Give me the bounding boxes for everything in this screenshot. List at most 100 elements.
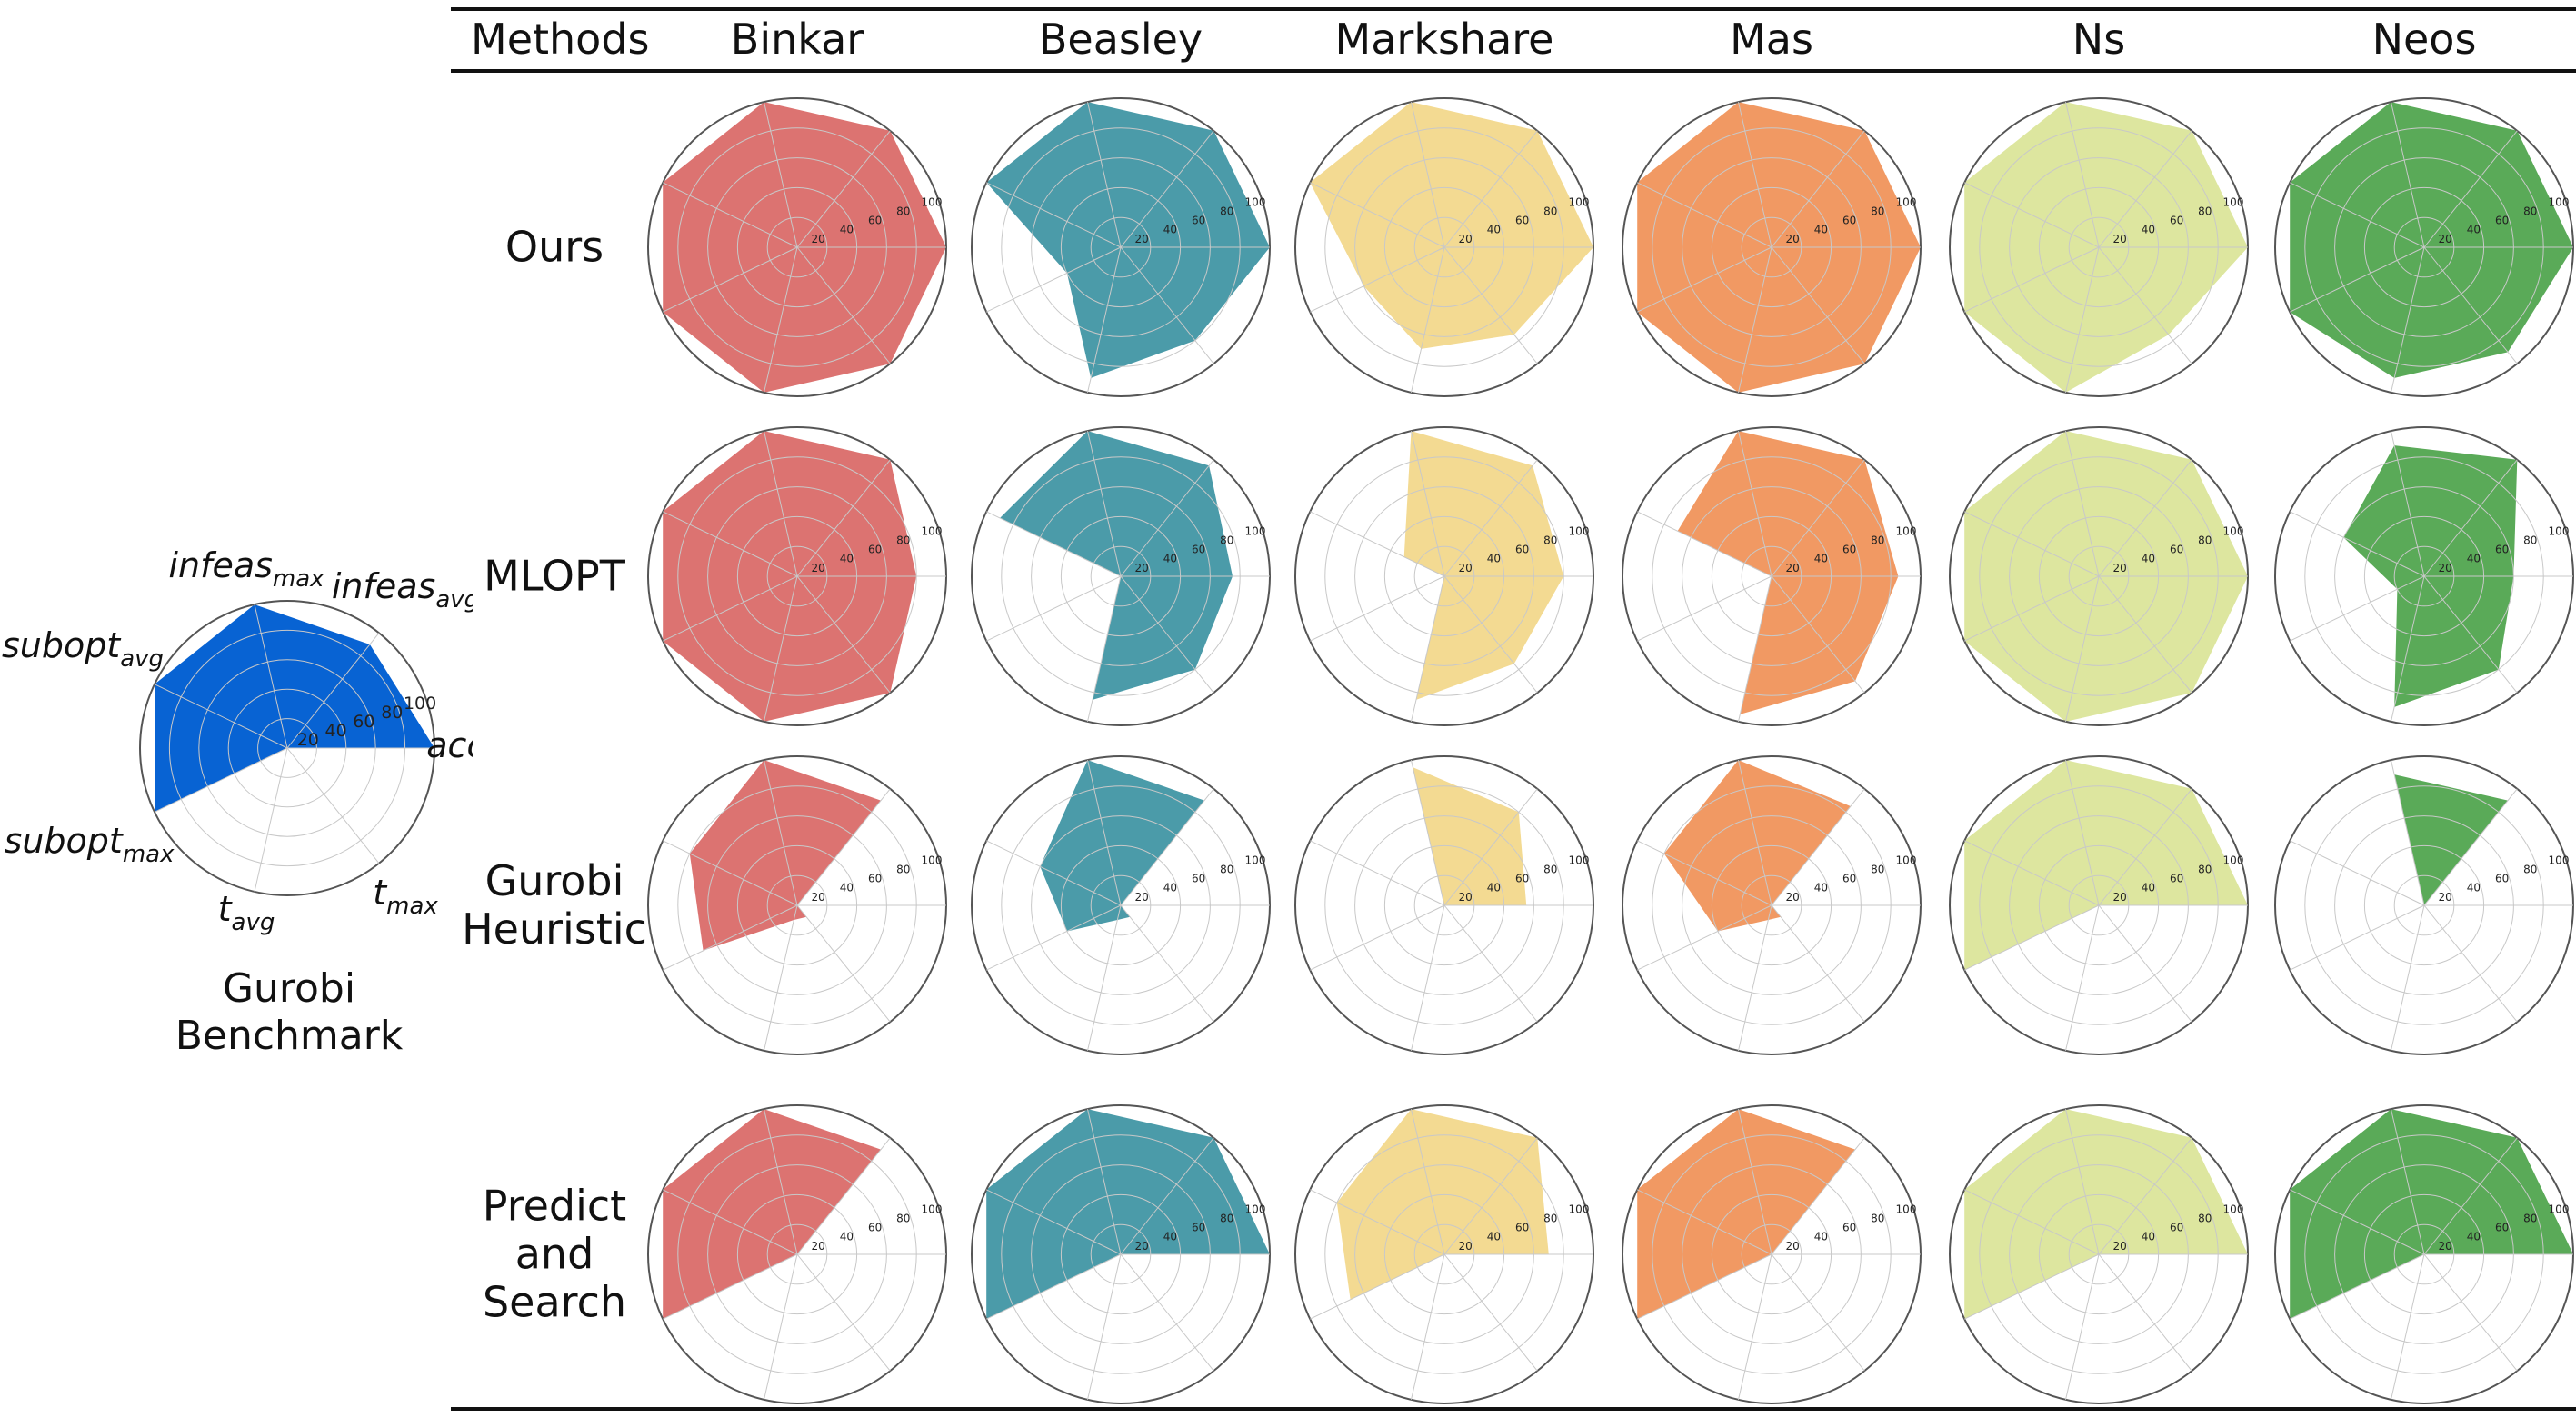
radar-spoke (2065, 759, 2100, 906)
radar-polygon (1677, 431, 1899, 714)
column-header-binkar: Binkar (730, 15, 864, 64)
radar-tick-label: 40 (1814, 553, 1828, 565)
radar-spoke (764, 1253, 798, 1401)
radar-tick-label: 40 (2467, 1231, 2481, 1243)
radar-tick-label: 20 (812, 233, 825, 245)
column-header-markshare: Markshare (1334, 15, 1554, 64)
radar-tick-label: 40 (840, 882, 854, 894)
benchmark-axis-label-base: t (218, 889, 234, 929)
radar-tick-label: 20 (2439, 891, 2452, 904)
radar-mlopt-mas: 20 40 60 80 100 (1622, 426, 1922, 726)
radar-spoke (1309, 1253, 1445, 1320)
radar-tick-label: 60 (2495, 544, 2509, 556)
radar-spoke (1087, 904, 1122, 1052)
benchmark-axis-label: infeasmax (168, 545, 324, 593)
radar-spoke (1963, 575, 2100, 642)
radar-spoke (2391, 246, 2425, 394)
radar-tick-label: 60 (1842, 1222, 1856, 1234)
benchmark-axis-label-base: subopt (2, 625, 122, 665)
radar-spoke (2065, 430, 2100, 577)
radar-spoke (254, 747, 288, 893)
radar-spoke (2391, 101, 2425, 248)
radar-spoke (985, 246, 1122, 313)
radar-tick-label: 100 (1245, 524, 1266, 537)
radar-spoke (254, 604, 288, 749)
column-header-mas: Mas (1730, 15, 1813, 64)
radar-tick-label: 60 (868, 1222, 882, 1234)
radar-spoke (1443, 575, 1538, 694)
radar-tick-label: 100 (2223, 854, 2244, 866)
radar-polygon (986, 102, 1270, 378)
benchmark-title: Gurobi Benchmark (175, 965, 404, 1060)
row-label-mlopt: MLOPT (484, 552, 625, 601)
radar-tick-label: 60 (2495, 873, 2509, 885)
radar-spoke (1120, 904, 1214, 1023)
radar-spoke (2098, 904, 2192, 1023)
radar-spoke (985, 840, 1122, 906)
radar-polygon (2290, 102, 2573, 378)
radar-spoke (764, 575, 798, 723)
radar-spoke (796, 575, 891, 694)
radar-ours-ns: 20 40 60 80 100 (1949, 97, 2249, 397)
radar-tick-label: 20 (2113, 1240, 2127, 1253)
row-label-line: Predict (482, 1181, 627, 1231)
radar-tick-label: 60 (2170, 544, 2183, 556)
radar-spoke (154, 684, 288, 749)
row-label-gurobi-heuristic: Gurobi Heuristic (462, 857, 647, 954)
radar-tick-label: 60 (2495, 1222, 2509, 1234)
radar-tick-label: 20 (1135, 233, 1149, 245)
radar-tick-label: 20 (812, 562, 825, 574)
radar-tick-label: 80 (1543, 1213, 1557, 1225)
radar-tick-label: 60 (2170, 873, 2183, 885)
radar-spoke (2098, 246, 2192, 364)
radar-spoke (796, 459, 891, 577)
radar-spoke (1411, 575, 1445, 723)
radar-tick-label: 100 (922, 524, 943, 537)
radar-tick-label: 100 (2549, 524, 2570, 537)
radar-spoke (1443, 130, 1538, 248)
radar-spoke (2391, 575, 2425, 723)
radar-spoke (1087, 246, 1122, 394)
radar-spoke (796, 1253, 891, 1372)
radar-tick-label: 40 (2142, 224, 2155, 236)
radar-spoke (985, 1189, 1122, 1255)
radar-spoke (2065, 246, 2100, 394)
radar-tick-label: 20 (812, 1240, 825, 1253)
column-header-beasley: Beasley (1038, 15, 1203, 64)
radar-tick-label: 80 (1543, 864, 1557, 876)
radar-tick-label: 20 (1459, 891, 1473, 904)
radar-tick-label: 40 (325, 721, 347, 741)
column-header-ns: Ns (2072, 15, 2126, 64)
radar-spoke (662, 840, 798, 906)
radar-spoke (2391, 759, 2425, 906)
radar-spoke (286, 747, 380, 864)
radar-tick-label: 80 (2523, 864, 2537, 876)
radar-spoke (1636, 182, 1772, 248)
radar-tick-label: 100 (2223, 195, 2244, 208)
radar-spoke (1636, 904, 1772, 971)
radar-tick-label: 100 (1896, 195, 1917, 208)
radar-tick-label: 80 (1543, 534, 1557, 547)
radar-tick-label: 20 (2439, 562, 2452, 574)
radar-tick-label: 20 (1459, 1240, 1473, 1253)
header-rule (451, 69, 2576, 73)
radar-tick-label: 80 (896, 864, 910, 876)
radar-spoke (1771, 459, 1865, 577)
radar-spoke (1120, 459, 1214, 577)
radar-tick-label: 80 (381, 703, 403, 723)
radar-spoke (796, 130, 891, 248)
radar-tick-label: 20 (2113, 562, 2127, 574)
radar-tick-label: 40 (1163, 553, 1177, 565)
radar-spoke (1411, 1253, 1445, 1401)
radar-tick-label: 60 (1192, 1222, 1205, 1234)
radar-spoke (1738, 246, 1772, 394)
benchmark-axis-label-sub: max (273, 565, 324, 593)
radar-tick-label: 20 (2113, 891, 2127, 904)
radar-spoke (1087, 101, 1122, 248)
radar-spoke (985, 182, 1122, 248)
radar-tick-label: 40 (840, 1231, 854, 1243)
radar-spoke (2065, 101, 2100, 248)
radar-tick-label: 60 (1192, 873, 1205, 885)
radar-spoke (1738, 575, 1772, 723)
radar-spoke (1636, 840, 1772, 906)
